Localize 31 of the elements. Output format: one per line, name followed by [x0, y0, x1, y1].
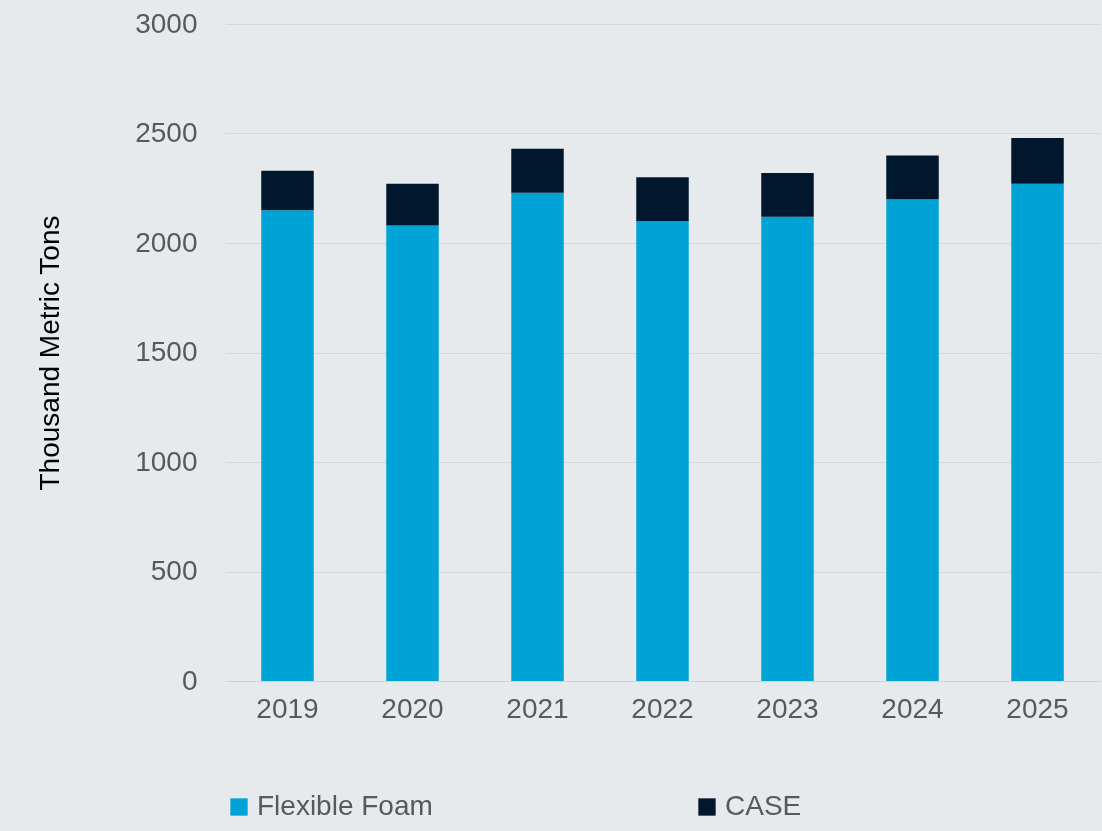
bar: [636, 221, 689, 681]
bar: [761, 216, 814, 681]
bar: [886, 199, 939, 681]
bar: [386, 225, 439, 681]
x-tick-label: 2020: [381, 692, 444, 724]
y-tick-label: 2000: [135, 226, 198, 258]
legend-label: CASE: [725, 790, 802, 821]
y-tick-label: 1000: [135, 445, 198, 477]
y-tick-label: 0: [181, 664, 198, 696]
bar: [511, 192, 564, 681]
x-tick-label: 2025: [1006, 692, 1069, 724]
bar: [261, 170, 314, 211]
legend-label: Flexible Foam: [257, 790, 433, 821]
x-tick-label: 2024: [881, 692, 944, 724]
bar: [636, 177, 689, 222]
y-axis-title: Thousand Metric Tons: [34, 215, 66, 491]
y-tick-label: 2500: [135, 117, 198, 148]
bar: [761, 172, 814, 217]
x-tick-label: 2023: [756, 692, 819, 724]
bar: [261, 210, 314, 681]
bar: [511, 148, 564, 193]
bar: [1011, 137, 1064, 184]
x-tick-label: 2021: [506, 692, 569, 724]
x-tick-label: 2019: [256, 692, 319, 724]
bar: [1011, 183, 1064, 681]
y-tick-label: 1500: [135, 336, 198, 367]
bar: [386, 183, 439, 226]
y-tick-label: 500: [150, 555, 198, 586]
x-tick-label: 2022: [631, 692, 694, 724]
y-tick-label: 3000: [135, 7, 198, 39]
bar: [886, 155, 939, 200]
